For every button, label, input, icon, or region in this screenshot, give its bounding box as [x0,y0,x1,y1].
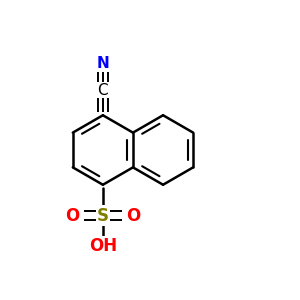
Text: S: S [97,207,109,225]
Text: O: O [126,207,141,225]
Text: N: N [97,56,109,71]
Text: C: C [98,83,108,98]
Text: O: O [65,207,80,225]
Text: OH: OH [89,237,117,255]
